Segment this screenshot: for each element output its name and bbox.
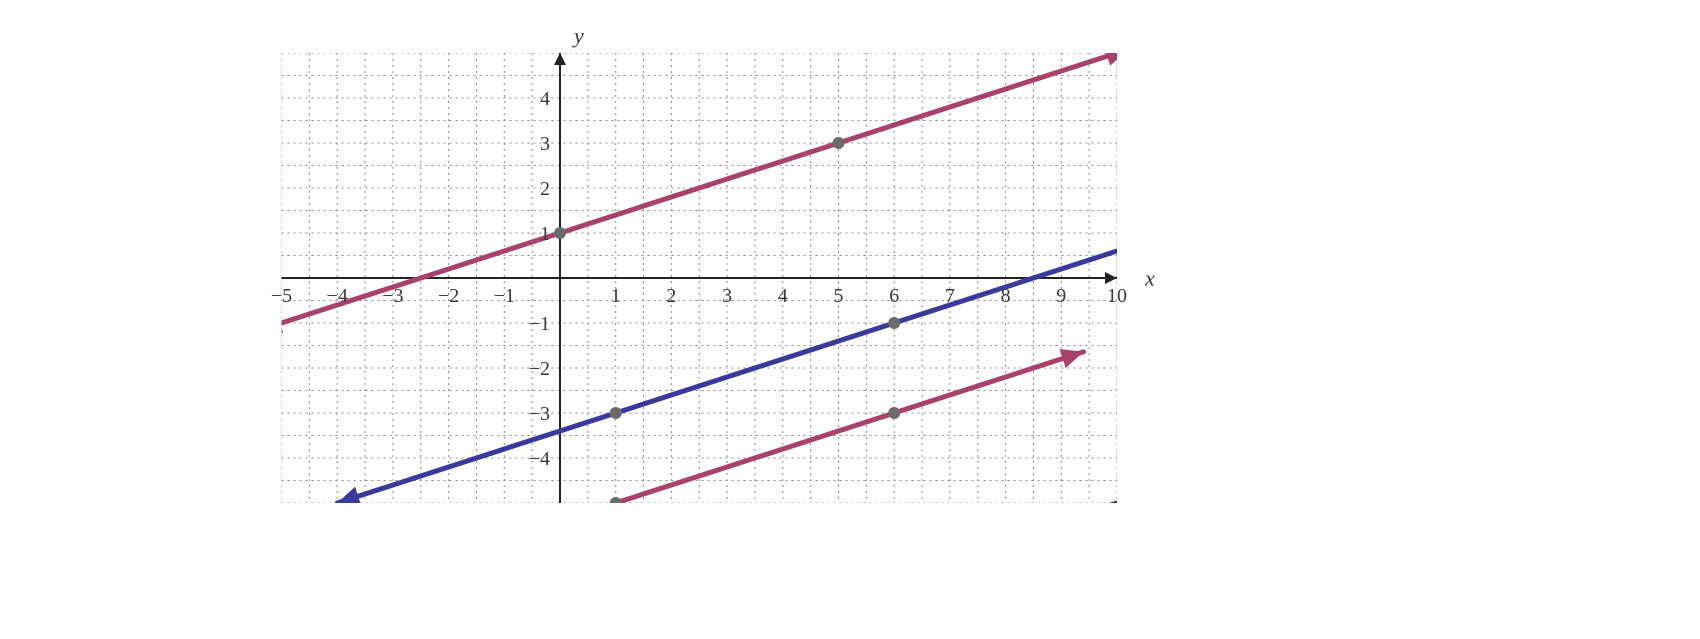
line-d (1095, 489, 1151, 510)
coordinate-chart: −5−4−3−2−112345678910−4−3−2−11234 xy (0, 0, 1700, 639)
x-tick-label: 8 (1001, 285, 1011, 307)
x-axis-label: x (1144, 266, 1155, 291)
x-tick-label: 6 (889, 285, 899, 307)
x-tick-label: 1 (611, 285, 621, 307)
axis-labels: xy (572, 23, 1155, 291)
y-tick-label: 3 (540, 133, 550, 155)
data-point (554, 227, 566, 239)
x-tick-label: −1 (494, 285, 515, 307)
x-tick-label: 7 (945, 285, 955, 307)
x-tick-label: −3 (382, 285, 403, 307)
x-tick-label: −4 (327, 285, 348, 307)
x-tick-label: −5 (271, 285, 292, 307)
data-point (610, 407, 622, 419)
data-point (888, 317, 900, 329)
x-tick-label: 5 (834, 285, 844, 307)
y-tick-label: −3 (529, 403, 550, 425)
y-tick-label: −2 (529, 358, 550, 380)
y-tick-label: −1 (529, 313, 550, 335)
y-tick-label: −4 (529, 448, 550, 470)
x-tick-label: −2 (438, 285, 459, 307)
line-c (616, 349, 1084, 503)
x-tick-label: 9 (1056, 285, 1066, 307)
y-tick-label: 4 (540, 88, 550, 110)
y-axis-label: y (572, 23, 584, 48)
data-point (833, 137, 845, 149)
x-tick-label: 10 (1107, 285, 1127, 307)
data-point (888, 407, 900, 419)
y-tick-label: 2 (540, 178, 550, 200)
x-tick-label: 3 (722, 285, 732, 307)
x-tick-label: 4 (778, 285, 788, 307)
data-point (610, 497, 622, 509)
y-tick-label: 1 (540, 223, 550, 245)
x-tick-label: 2 (666, 285, 676, 307)
